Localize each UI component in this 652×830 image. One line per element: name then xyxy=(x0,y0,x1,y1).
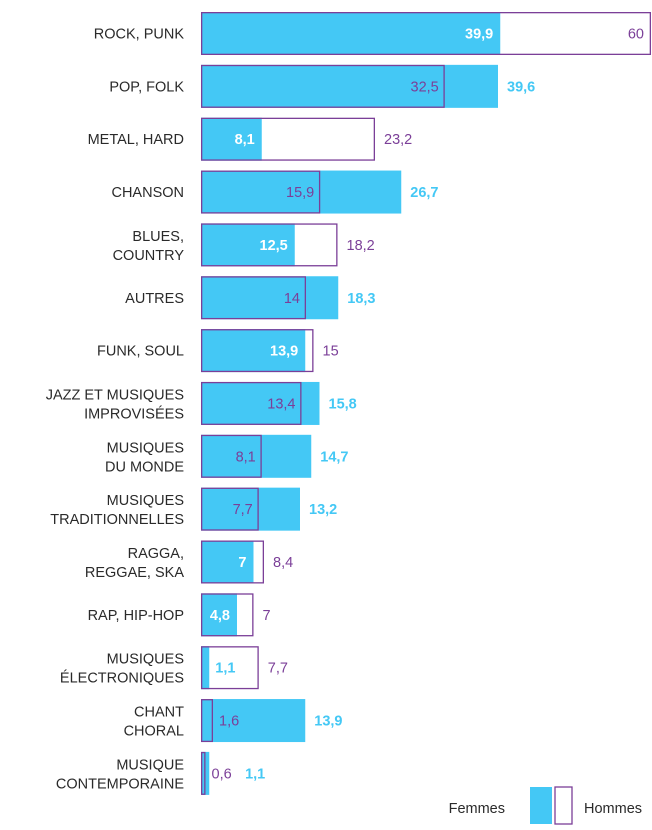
value-label-hommes-musiques-traditionnelles: 7,7 xyxy=(233,502,253,518)
value-label-hommes-ragga-reggae-ska: 8,4 xyxy=(273,555,293,571)
value-label-femmes-musiques-du-monde: 14,7 xyxy=(320,449,348,465)
value-label-hommes-musique-contemporaine: 0,6 xyxy=(212,766,232,782)
value-label-hommes-musiques-du-monde: 8,1 xyxy=(236,449,256,465)
value-label-hommes-musiques-electroniques: 7,7 xyxy=(268,661,288,677)
value-label-hommes-metal-hard: 23,2 xyxy=(384,132,412,148)
bar-hommes-metal-hard xyxy=(200,117,375,161)
value-label-hommes-chant-choral: 1,6 xyxy=(219,714,239,730)
bar-hommes-ragga-reggae-ska xyxy=(200,540,264,584)
value-label-hommes-chanson: 15,9 xyxy=(286,185,314,201)
value-label-femmes-rap-hip-hop: 4,8 xyxy=(210,608,230,624)
category-label-rap-hip-hop: RAP, HIP-HOP xyxy=(88,608,184,624)
bar-femmes-pop-folk xyxy=(201,64,498,108)
value-label-hommes-rock-punk: 60 xyxy=(628,27,644,43)
bar-hommes-autres xyxy=(200,276,306,320)
bar-femmes-funk-soul xyxy=(201,329,306,373)
bar-hommes-blues-country xyxy=(200,223,338,267)
bar-femmes-musiques-traditionnelles xyxy=(201,487,300,531)
bar-femmes-musiques-electroniques xyxy=(201,646,210,690)
value-label-hommes-pop-folk: 32,5 xyxy=(411,79,439,95)
bar-femmes-chanson xyxy=(201,170,402,214)
value-label-hommes-rap-hip-hop: 7 xyxy=(263,608,271,624)
bar-hommes-rock-punk xyxy=(200,11,652,56)
value-label-femmes-musiques-traditionnelles: 13,2 xyxy=(309,502,337,518)
value-label-femmes-funk-soul: 13,9 xyxy=(270,344,298,360)
category-label-metal-hard: METAL, HARD xyxy=(88,132,184,148)
value-label-femmes-chant-choral: 13,9 xyxy=(314,714,342,730)
category-label-musique-contemporaine: MUSIQUE CONTEMPORAINE xyxy=(56,757,184,792)
legend: Femmes Hommes xyxy=(449,786,642,825)
value-label-femmes-blues-country: 12,5 xyxy=(260,238,288,254)
bar-femmes-autres xyxy=(201,276,339,320)
labels-layer: ROCK, PUNK 39,9 60 POP, FOLK 32,5 39,6 METAL, … xyxy=(46,27,644,793)
bar-hommes-funk-soul xyxy=(200,329,314,373)
bar-hommes-musiques-electroniques xyxy=(200,646,259,690)
value-label-hommes-jazz-et-musiques-improvisees: 13,4 xyxy=(267,396,295,412)
value-label-femmes-jazz-et-musiques-improvisees: 15,8 xyxy=(329,396,357,412)
legend-label-hommes: Hommes xyxy=(584,801,642,817)
legend-label-femmes: Femmes xyxy=(449,801,505,817)
bar-femmes-chant-choral xyxy=(201,699,306,743)
bar-hommes-jazz-et-musiques-improvisees xyxy=(200,381,302,425)
bar-hommes-musique-contemporaine xyxy=(200,751,206,795)
bar-hommes-chanson xyxy=(200,170,321,214)
value-label-femmes-musiques-electroniques: 1,1 xyxy=(215,661,235,677)
bar-hommes-musiques-du-monde xyxy=(200,434,262,478)
category-label-blues-country: BLUES, COUNTRY xyxy=(113,229,185,264)
category-label-pop-folk: POP, FOLK xyxy=(109,79,184,95)
bar-femmes-musiques-du-monde xyxy=(201,434,312,478)
value-label-femmes-autres: 18,3 xyxy=(347,291,375,307)
value-label-hommes-blues-country: 18,2 xyxy=(347,238,375,254)
value-label-hommes-autres: 14 xyxy=(284,291,300,307)
value-label-hommes-funk-soul: 15 xyxy=(323,344,339,360)
bar-femmes-blues-country xyxy=(201,223,295,267)
category-label-funk-soul: FUNK, SOUL xyxy=(97,344,184,360)
category-label-chant-choral: CHANT CHORAL xyxy=(124,705,185,740)
bar-femmes-metal-hard xyxy=(201,117,262,161)
bar-femmes-jazz-et-musiques-improvisees xyxy=(201,381,320,425)
category-label-musiques-electroniques: MUSIQUES ÉLECTRONIQUES xyxy=(60,652,184,687)
bar-femmes-rap-hip-hop xyxy=(201,593,237,637)
category-label-chanson: CHANSON xyxy=(111,185,184,201)
category-label-autres: AUTRES xyxy=(125,291,184,307)
bar-hommes-rap-hip-hop xyxy=(200,593,254,637)
category-label-jazz-et-musiques-improvisees: JAZZ ET MUSIQUES IMPROVISÉES xyxy=(46,387,184,422)
bars-layer xyxy=(200,11,652,795)
value-label-femmes-ragga-reggae-ska: 7 xyxy=(238,555,246,571)
category-label-musiques-traditionnelles: MUSIQUES TRADITIONNELLES xyxy=(50,493,184,528)
legend-swatch-hommes xyxy=(554,786,573,825)
bar-femmes-rock-punk xyxy=(201,12,501,55)
value-label-femmes-chanson: 26,7 xyxy=(410,185,438,201)
category-label-ragga-reggae-ska: RAGGA, REGGAE, SKA xyxy=(85,546,184,581)
bar-hommes-pop-folk xyxy=(200,64,445,108)
value-label-femmes-musique-contemporaine: 1,1 xyxy=(245,766,265,782)
bar-hommes-chant-choral xyxy=(200,699,213,743)
legend-swatch-femmes xyxy=(530,787,552,824)
value-label-femmes-rock-punk: 39,9 xyxy=(465,27,493,43)
category-label-rock-punk: ROCK, PUNK xyxy=(94,27,185,43)
category-label-musiques-du-monde: MUSIQUES DU MONDE xyxy=(105,440,184,475)
value-label-femmes-metal-hard: 8,1 xyxy=(235,132,255,148)
bar-femmes-ragga-reggae-ska xyxy=(201,540,254,584)
value-label-femmes-pop-folk: 39,6 xyxy=(507,79,535,95)
bar-hommes-musiques-traditionnelles xyxy=(200,487,259,531)
